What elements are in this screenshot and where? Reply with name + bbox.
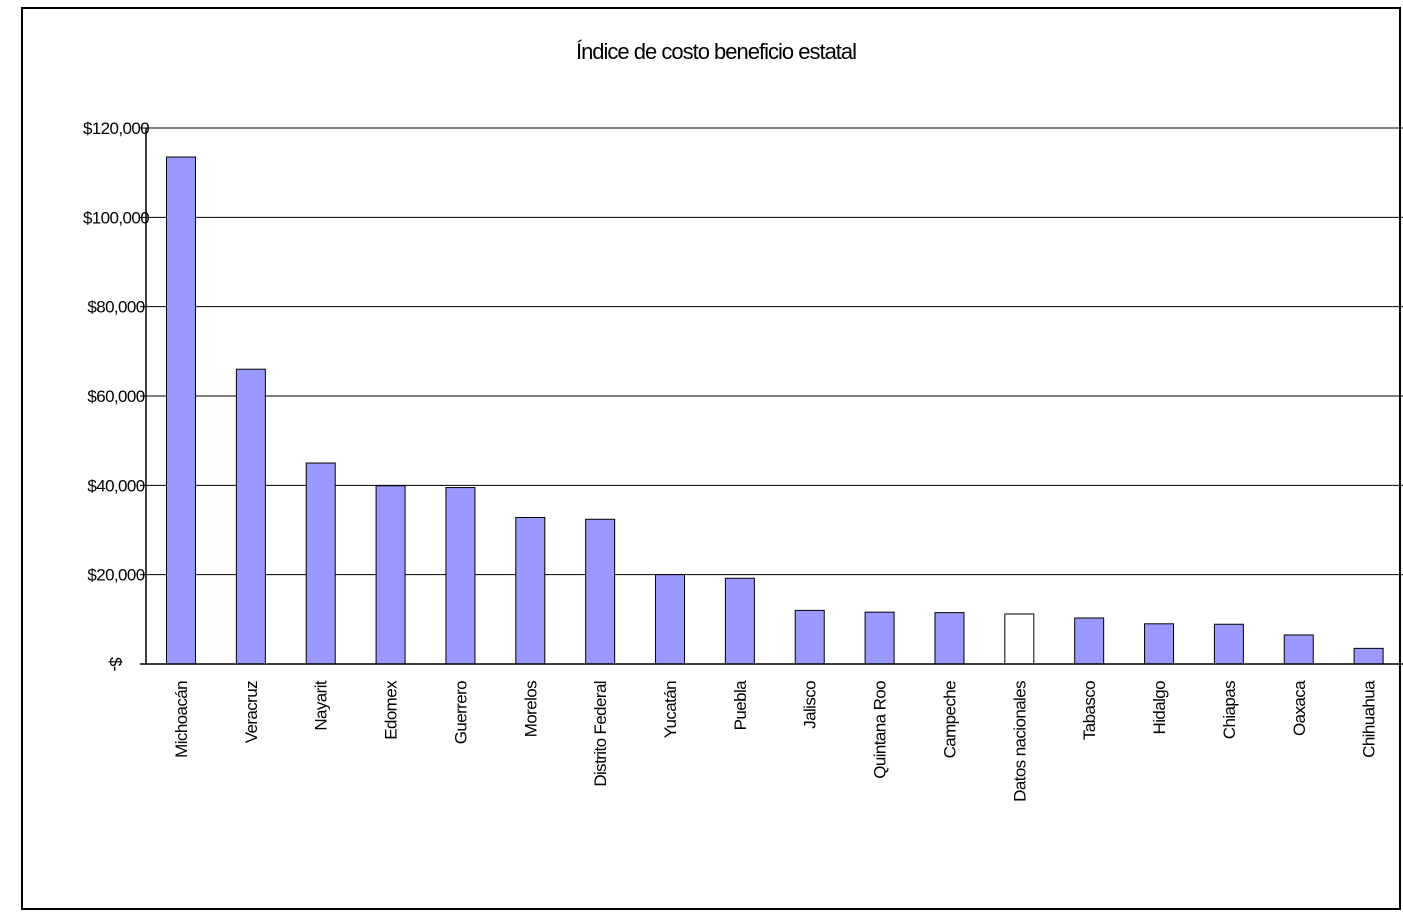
bar (934, 612, 965, 665)
y-tick-label: $40,000 (87, 476, 144, 495)
bars (166, 156, 1384, 665)
x-tick-label: Morelos (521, 681, 540, 737)
x-tick-label: Veracruz (242, 681, 261, 743)
x-tick-label: Tabasco (1080, 681, 1099, 740)
bar (515, 516, 546, 665)
bar (235, 368, 266, 665)
labels: $- $20,000 $40,000 $60,000 $80,000 $100,000 $1… (83, 119, 1379, 802)
x-tick-label: Yucatán (661, 681, 680, 738)
bar (375, 485, 406, 665)
bar (1004, 613, 1035, 665)
bar (1353, 647, 1384, 665)
x-tick-label: Distrito Federal (591, 681, 610, 787)
bar (1074, 617, 1105, 665)
y-tick-label: $120,000 (83, 119, 149, 138)
x-tick-label: Guerrero (451, 681, 470, 744)
x-tick-label: Puebla (731, 680, 750, 730)
x-tick-label: Jalisco (801, 681, 820, 729)
x-tick-label: Chiapas (1220, 681, 1239, 739)
bar (794, 609, 825, 665)
x-tick-label: Nayarit (312, 680, 331, 731)
y-tick-label: $80,000 (87, 298, 144, 317)
x-tick-label: Quintana Roo (871, 681, 890, 779)
bar (585, 518, 616, 665)
x-tick-label: Datos nacionales (1010, 681, 1029, 802)
bar (305, 462, 336, 665)
bar (1213, 623, 1244, 665)
bar (1144, 623, 1175, 665)
bar (166, 156, 196, 665)
y-tick-label: $60,000 (87, 387, 144, 406)
y-tick-label: $- (106, 657, 125, 671)
x-tick-label: Hidalgo (1150, 681, 1169, 735)
x-tick-label: Chihuahua (1360, 680, 1379, 758)
bar (445, 487, 476, 665)
axes (140, 127, 1403, 665)
bar (1283, 634, 1314, 665)
x-tick-label: Campeche (940, 681, 959, 759)
y-tick-label: $20,000 (87, 566, 144, 585)
x-tick-label: Michoacán (172, 681, 191, 758)
bar (655, 574, 686, 665)
chart-title: Índice de costo beneficio estatal (576, 39, 856, 64)
x-tick-label: Oaxaca (1290, 680, 1309, 736)
bar (724, 577, 755, 665)
bar (864, 611, 895, 665)
x-tick-label: Edomex (382, 680, 401, 740)
y-tick-label: $100,000 (83, 208, 149, 227)
